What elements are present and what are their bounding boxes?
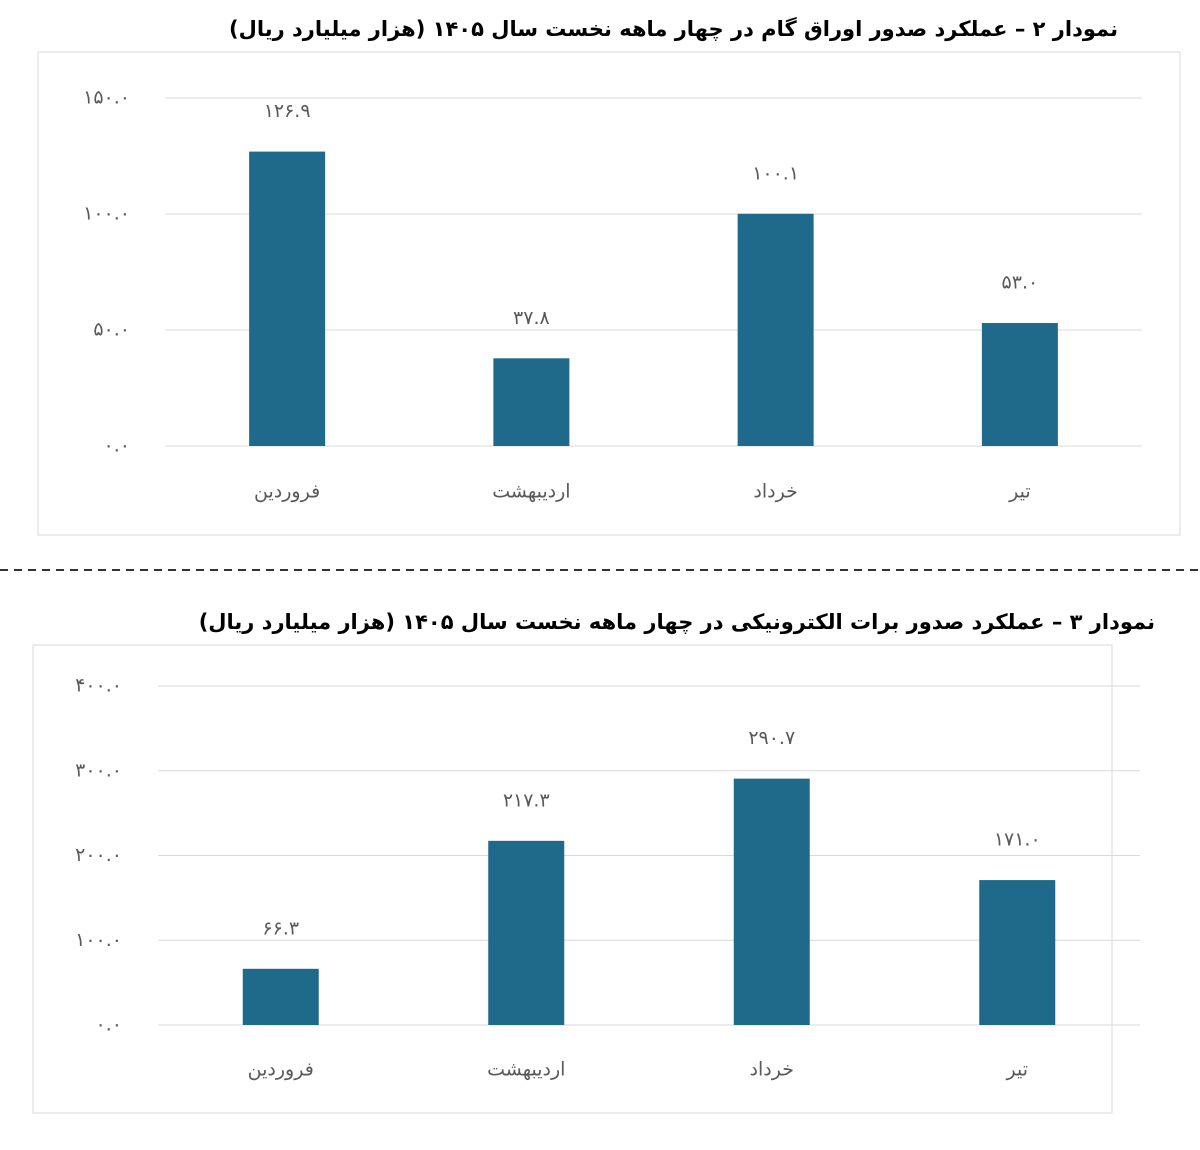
- y-tick-label: ۴۰۰.۰: [75, 675, 122, 697]
- data-label: ۲۱۷.۳: [503, 789, 550, 811]
- y-tick-label: ۱۰۰.۰: [83, 203, 130, 225]
- bar: [488, 840, 565, 1025]
- x-tick-label: خرداد: [750, 1059, 794, 1081]
- chart-title: نمودار ۳ – عملکرد صدور برات الکترونیکی د…: [199, 610, 1155, 634]
- data-label: ۱۰۰.۱: [752, 162, 799, 184]
- x-tick-label: فروردین: [248, 1059, 314, 1081]
- bar: [733, 778, 810, 1025]
- data-label: ۱۷۱.۰: [994, 829, 1041, 851]
- chart-title: نمودار ۲ – عملکرد صدور اوراق گام در چهار…: [229, 16, 1118, 41]
- bar: [981, 323, 1058, 446]
- bar: [249, 151, 326, 447]
- y-tick-label: ۵۰.۰: [93, 319, 130, 341]
- chart-frame: [32, 644, 1113, 1114]
- data-label: ۱۲۶.۹: [264, 100, 311, 122]
- bar: [737, 213, 814, 446]
- data-label: ۵۳.۰: [1002, 272, 1039, 294]
- x-tick-label: خرداد: [753, 481, 797, 503]
- x-tick-label: اردیبهشت: [487, 1059, 565, 1081]
- y-tick-label: ۲۰۰.۰: [75, 844, 122, 866]
- y-tick-label: ۳۰۰.۰: [75, 759, 122, 781]
- x-tick-label: فروردین: [254, 481, 320, 503]
- y-tick-label: ۱۵۰.۰: [83, 87, 130, 109]
- data-label: ۲۹۰.۷: [748, 727, 795, 749]
- bar: [493, 358, 570, 446]
- x-tick-label: تیر: [1005, 1059, 1028, 1081]
- x-tick-label: اردیبهشت: [492, 481, 570, 503]
- bar: [242, 968, 319, 1025]
- bar: [979, 880, 1056, 1025]
- data-label: ۶۶.۳: [262, 917, 299, 939]
- y-tick-label: ۰.۰: [96, 1014, 122, 1036]
- y-tick-label: ۱۰۰.۰: [75, 929, 122, 951]
- data-label: ۳۷.۸: [513, 307, 550, 329]
- y-tick-label: ۰.۰: [104, 435, 130, 457]
- x-tick-label: تیر: [1008, 481, 1031, 503]
- chart-frame: [37, 51, 1181, 536]
